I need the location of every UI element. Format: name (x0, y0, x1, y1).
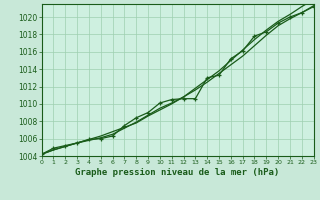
X-axis label: Graphe pression niveau de la mer (hPa): Graphe pression niveau de la mer (hPa) (76, 168, 280, 177)
